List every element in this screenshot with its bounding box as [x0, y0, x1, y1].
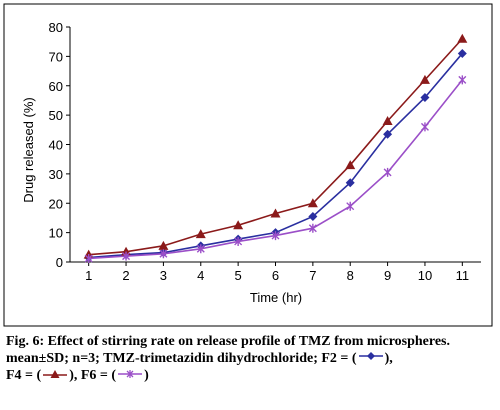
point-f2 [457, 48, 467, 58]
caption-close-f2: ), [384, 351, 393, 366]
series-line-f2 [88, 52, 463, 259]
figure-caption: Fig. 6: Effect of stirring rate on relea… [6, 333, 494, 385]
y-tick-label: 50 [49, 108, 63, 123]
legend-symbol-f4 [41, 368, 69, 385]
point-f6 [159, 249, 168, 259]
caption-notes: mean±SD; n=3; TMZ-trimetazidin dihydroch… [6, 350, 494, 385]
point-f6 [84, 253, 93, 263]
x-tick-label: 9 [384, 268, 391, 283]
x-tick-label: 7 [309, 268, 316, 283]
y-tick-label: 40 [49, 138, 63, 153]
x-tick-label: 5 [235, 268, 242, 283]
point-f4 [307, 198, 318, 208]
x-tick-label: 11 [456, 268, 470, 283]
point-f6 [196, 244, 205, 254]
chart-border [3, 3, 493, 327]
point-f6 [122, 251, 131, 261]
drug-release-chart: 0 10 20 30 40 50 60 70 80 1 2 3 4 5 6 7 8 9 10 11 Drug rele… [3, 3, 493, 327]
x-axis-label: Time (hr) [250, 290, 302, 305]
x-tick-label: 8 [347, 268, 354, 283]
caption-close-f6: ) [144, 368, 149, 384]
point-f2 [308, 211, 318, 221]
chart-series [83, 33, 468, 263]
point-f4 [158, 240, 169, 250]
x-tick-label: 3 [160, 268, 167, 283]
point-f4 [233, 220, 244, 230]
caption-f4-label: F4 = ( [6, 368, 42, 384]
point-f2 [345, 178, 355, 188]
point-f4 [419, 74, 430, 84]
point-f4 [270, 208, 281, 218]
point-f4 [195, 229, 206, 239]
chart-axes: 0 10 20 30 40 50 60 70 80 1 2 3 4 5 6 7 8 9 10 11 [49, 20, 481, 283]
point-f6 [346, 201, 355, 211]
point-f4 [382, 116, 393, 125]
caption-notes-text: mean±SD; n=3; TMZ-trimetazidin dihydroch… [6, 351, 357, 366]
point-f4 [457, 33, 468, 43]
caption-title: Fig. 6: Effect of stirring rate on relea… [6, 334, 451, 349]
point-f6 [308, 223, 317, 233]
point-f6 [271, 231, 280, 241]
y-tick-label: 10 [49, 226, 63, 241]
legend-symbol-f2 [357, 350, 385, 367]
y-axis-label: Drug released (%) [21, 97, 36, 203]
point-f2 [383, 129, 393, 139]
x-tick-label: 6 [272, 268, 279, 283]
y-tick-label: 70 [49, 49, 63, 64]
x-tick-label: 10 [418, 268, 432, 283]
y-tick-label: 60 [49, 79, 63, 94]
caption-f6-label: F6 = ( [80, 368, 117, 384]
x-tick-label: 1 [85, 268, 92, 283]
y-tick-label: 80 [49, 20, 63, 35]
x-tick-label: 4 [197, 268, 204, 283]
point-f6 [420, 122, 429, 132]
point-f6 [234, 236, 243, 246]
series-line-f4 [88, 38, 463, 256]
legend-symbol-f6 [116, 368, 144, 385]
point-f6 [383, 167, 392, 177]
y-tick-label: 0 [56, 255, 63, 270]
point-f6 [458, 75, 467, 85]
y-tick-label: 30 [49, 167, 63, 182]
x-tick-label: 2 [122, 268, 129, 283]
point-f2 [420, 93, 430, 102]
y-tick-label: 20 [49, 196, 63, 211]
caption-close-f4: ), [69, 368, 78, 384]
point-f4 [345, 160, 356, 170]
